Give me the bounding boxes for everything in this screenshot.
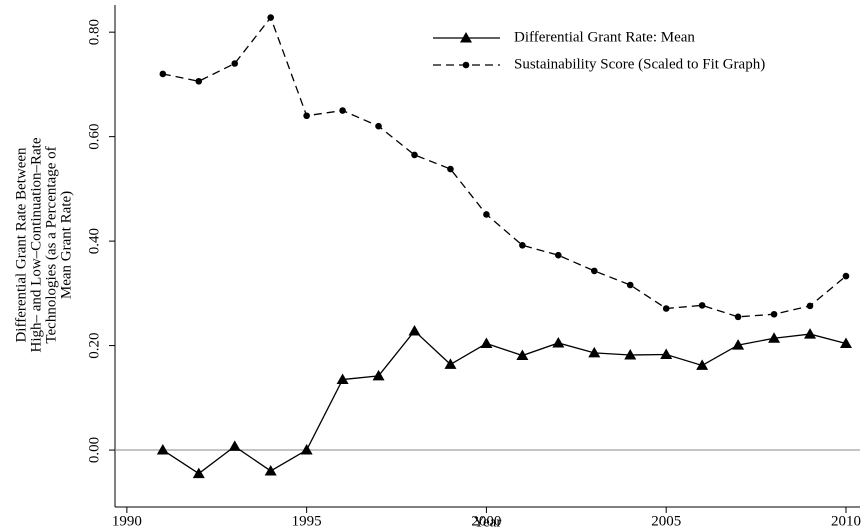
marker-triangle (336, 373, 349, 385)
y-tick-label: 0.40 (86, 228, 102, 254)
x-axis-title: Year (474, 514, 502, 530)
marker-triangle (804, 328, 817, 339)
marker-circle (590, 267, 598, 275)
marker-triangle (660, 348, 673, 359)
y-tick-label: 0.20 (86, 332, 102, 358)
marker-circle (375, 122, 382, 130)
marker-circle (806, 302, 814, 310)
marker-circle (842, 272, 850, 280)
marker-circle (159, 70, 167, 78)
marker-circle (339, 107, 346, 114)
marker-triangle (768, 332, 781, 343)
series-line (162, 330, 847, 475)
y-axis-title: High– and Low–Continuation–Rate (28, 137, 44, 352)
y-tick-label: 0.80 (86, 19, 102, 45)
marker-circle (195, 77, 203, 85)
marker-triangle (300, 444, 313, 455)
marker-triangle (372, 369, 385, 381)
marker-triangle (480, 337, 493, 348)
y-tick-label: 0.60 (86, 124, 102, 150)
marker-circle (626, 281, 634, 289)
marker-triangle (552, 336, 565, 348)
y-tick-label: 0.00 (86, 437, 102, 463)
marker-circle (483, 211, 490, 218)
marker-triangle (732, 339, 745, 350)
marker-triangle (588, 346, 601, 358)
marker-triangle (444, 358, 457, 369)
marker-circle (698, 302, 706, 309)
marker-triangle (228, 440, 241, 451)
series-line (162, 16, 847, 318)
legend-marker (462, 61, 470, 69)
x-tick-label: 2005 (651, 513, 681, 529)
y-axis-title: Mean Grant Rate) (58, 191, 74, 299)
legend-marker (460, 32, 472, 43)
marker-circle (267, 14, 274, 21)
x-tick-label: 2010 (831, 513, 861, 529)
x-tick-label: 1995 (292, 513, 322, 529)
x-tick-label: 1990 (112, 513, 142, 529)
marker-triangle (192, 467, 205, 479)
marker-circle (411, 151, 418, 159)
marker-circle (555, 251, 562, 259)
marker-triangle (408, 324, 421, 336)
marker-triangle (156, 444, 169, 455)
marker-triangle (516, 349, 529, 361)
marker-triangle (839, 337, 852, 348)
marker-circle (303, 112, 310, 120)
marker-triangle (624, 348, 637, 360)
y-axis-title: Differential Grant Rate Between (13, 147, 29, 343)
y-axis-title: Technologies (as a Percentage of (43, 146, 59, 343)
marker-circle (662, 305, 670, 312)
marker-circle (231, 60, 239, 67)
marker-triangle (264, 464, 277, 476)
marker-circle (770, 310, 778, 318)
legend-label: Differential Grant Rate: Mean (514, 29, 695, 45)
marker-circle (734, 313, 742, 321)
legend-label: Sustainability Score (Scaled to Fit Grap… (514, 56, 765, 72)
marker-triangle (696, 359, 709, 370)
marker-circle (519, 241, 526, 249)
marker-circle (447, 165, 454, 173)
x-tick-label: 2000 (471, 513, 501, 529)
